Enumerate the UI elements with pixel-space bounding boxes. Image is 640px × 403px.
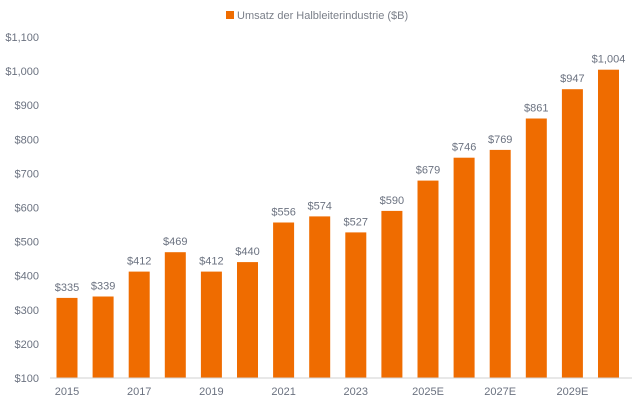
x-tick-label: 2015 [55,386,79,398]
x-tick-label: 2021 [271,386,295,398]
data-label: $339 [91,281,115,293]
bar-2015 [56,297,78,378]
y-axis: $100 $200 $300 $400 $500 $600 $700 $800 $900 $1,0… [5,32,39,385]
y-tick-label: $200 [15,339,39,351]
y-tick-label: $900 [15,100,39,112]
bar-2023 [345,232,367,378]
x-tick-label: 2023 [344,386,368,398]
y-tick-label: $100 [15,373,39,385]
bar-2027E [489,149,511,378]
bar-2026E [453,157,475,378]
data-labels: $335 $339 $412 $469 $412 $440 $556 $574 $527 $590… [55,54,626,294]
data-label: $335 [55,282,79,294]
bar-2029E [561,89,583,378]
x-tick-label: 2019 [199,386,223,398]
y-tick-label: $1,000 [5,66,39,78]
bar-2020 [237,262,258,378]
bar-2024 [381,210,403,378]
data-label: $1,004 [592,54,626,66]
y-tick-label: $300 [15,305,39,317]
x-axis: 2015 2017 2019 2021 2023 2025E 2027E 2029E [55,386,589,398]
x-tick-label: 2029E [556,386,588,398]
y-tick-label: $600 [15,203,39,215]
bar-2022 [309,216,331,378]
legend-label: Umsatz der Halbleiterindustrie ($B) [237,10,408,22]
bars [56,69,619,378]
data-label: $412 [127,256,151,268]
legend: Umsatz der Halbleiterindustrie ($B) [226,10,408,22]
bar-2016 [92,296,114,378]
bar-2025E [417,180,439,378]
data-label: $769 [488,134,512,146]
bar-2019 [200,271,222,378]
y-tick-label: $400 [15,271,39,283]
bar-2030E [598,69,619,378]
bar-2017 [128,271,150,378]
x-tick-label: 2027E [484,386,516,398]
data-label: $947 [560,73,584,85]
y-tick-label: $800 [15,134,39,146]
y-tick-label: $700 [15,168,39,180]
data-label: $556 [271,207,295,219]
data-label: $590 [380,195,404,207]
data-label: $574 [307,200,331,212]
data-label: $679 [416,165,440,177]
data-label: $527 [344,216,368,228]
legend-swatch [226,11,234,19]
data-label: $412 [199,256,223,268]
data-label: $861 [524,103,548,115]
data-label: $746 [452,142,476,154]
data-label: $469 [163,236,187,248]
data-label: $440 [235,246,259,258]
x-tick-label: 2025E [412,386,444,398]
x-tick-label: 2017 [127,386,151,398]
y-tick-label: $1,100 [5,32,39,44]
bar-2021 [273,222,295,378]
y-tick-label: $500 [15,237,39,249]
bar-2028E [525,118,547,378]
bar-2018 [164,252,186,378]
